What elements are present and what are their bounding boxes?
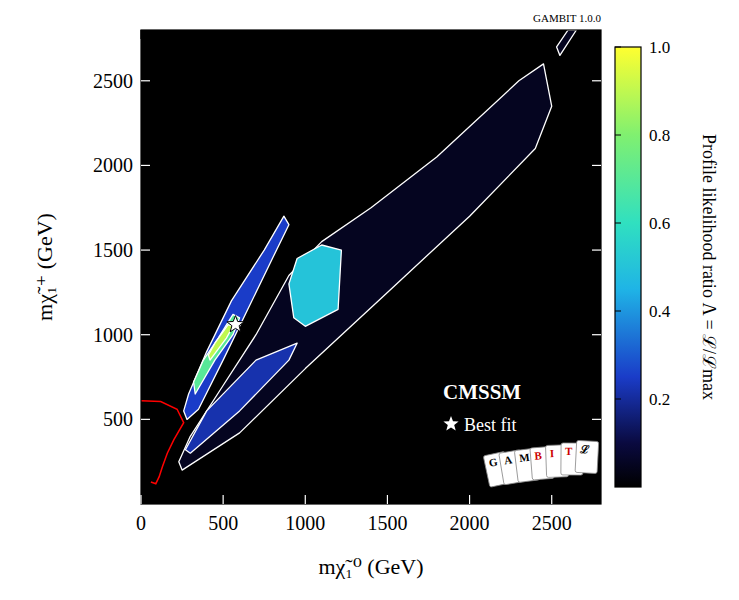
y-tick bbox=[141, 80, 150, 81]
logo-letter: A bbox=[503, 453, 513, 466]
frame bbox=[141, 30, 601, 504]
x-tick-label: 1500 bbox=[367, 512, 407, 534]
x-tick-top bbox=[223, 30, 224, 39]
colorbar-tick bbox=[615, 399, 621, 400]
y-tick bbox=[141, 419, 150, 420]
logo-letter: I bbox=[550, 447, 555, 459]
x-tick bbox=[469, 495, 470, 504]
logo-letter: T bbox=[565, 445, 573, 457]
x-axis-title: mχ̃₁⁰ (GeV) bbox=[318, 554, 423, 579]
x-tick bbox=[551, 495, 552, 504]
x-tick-label: 2000 bbox=[450, 512, 490, 534]
model-label: CMSSM bbox=[443, 380, 521, 404]
legend-label: Best fit bbox=[464, 415, 517, 435]
x-tick bbox=[305, 495, 306, 504]
y-tick-right bbox=[592, 334, 601, 335]
x-tick-top bbox=[305, 30, 306, 39]
chart: 0 500 1000 1500 2000 2500 500 1000 1500 2000 2500 m… bbox=[0, 0, 739, 600]
x-tick-label: 0 bbox=[136, 512, 146, 534]
likelihood-region bbox=[557, 30, 577, 55]
y-axis-title: mχ̃₁⁺ (GeV) bbox=[32, 213, 57, 321]
x-tick bbox=[387, 495, 388, 504]
y-tick-label: 500 bbox=[103, 408, 133, 430]
logo-letter: M bbox=[519, 451, 531, 464]
colorbar-tick-label: 0.4 bbox=[649, 302, 671, 321]
x-tick-label: 500 bbox=[208, 512, 238, 534]
likelihood-region bbox=[179, 64, 552, 470]
x-tick-top bbox=[387, 30, 388, 39]
y-tick-label: 2500 bbox=[93, 70, 133, 92]
colorbar bbox=[615, 47, 641, 487]
logo-letter: B bbox=[534, 449, 543, 462]
colorbar-tick-label: 0.2 bbox=[649, 390, 670, 409]
y-tick-right bbox=[592, 80, 601, 81]
colorbar-tick bbox=[615, 311, 621, 312]
x-tick-label: 1000 bbox=[285, 512, 325, 534]
y-tick-right bbox=[592, 419, 601, 420]
logo-card: ℒ bbox=[575, 440, 599, 473]
y-tick-label: 1000 bbox=[93, 324, 133, 346]
x-tick bbox=[140, 495, 141, 504]
x-tick-label: 2500 bbox=[532, 512, 572, 534]
y-tick bbox=[141, 334, 150, 335]
y-tick bbox=[141, 165, 150, 166]
likelihood-region bbox=[289, 245, 342, 326]
limit-line bbox=[141, 401, 184, 484]
colorbar-tick bbox=[615, 47, 621, 48]
x-tick-top bbox=[140, 30, 141, 39]
likelihood-region bbox=[184, 216, 289, 419]
colorbar-tick-label: 1.0 bbox=[649, 38, 670, 57]
y-tick-right bbox=[592, 249, 601, 250]
logo-letter: G bbox=[488, 455, 499, 469]
best-fit-star bbox=[227, 316, 244, 332]
likelihood-region bbox=[208, 325, 233, 361]
colorbar-tick-label: 0.8 bbox=[649, 126, 670, 145]
colorbar-tick bbox=[615, 223, 621, 224]
legend-star bbox=[443, 416, 458, 431]
y-tick-label: 2000 bbox=[93, 154, 133, 176]
watermark: GAMBIT 1.0.0 bbox=[533, 12, 601, 24]
y-tick-label: 1500 bbox=[93, 239, 133, 261]
card bbox=[575, 440, 599, 473]
x-tick-top bbox=[469, 30, 470, 39]
plot-area bbox=[141, 30, 576, 484]
y-tick bbox=[141, 249, 150, 250]
colorbar-tick bbox=[615, 135, 621, 136]
x-tick bbox=[223, 495, 224, 504]
colorbar-tick-label: 0.6 bbox=[649, 214, 670, 233]
x-tick-top bbox=[551, 30, 552, 39]
colorbar-title: Profile likelihood ratio Λ = ℒ/ℒmax bbox=[699, 134, 719, 400]
logo-letter: ℒ bbox=[579, 443, 591, 456]
y-tick-right bbox=[592, 165, 601, 166]
logo: GAMBITℒ bbox=[483, 440, 598, 487]
plot-background bbox=[141, 30, 601, 504]
